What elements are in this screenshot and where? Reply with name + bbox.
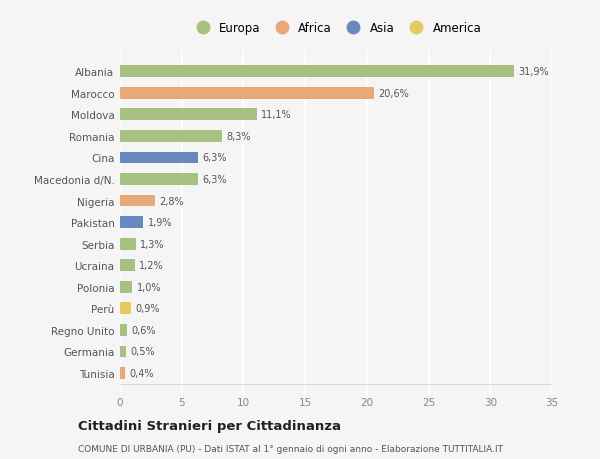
Bar [120,195,155,207]
Text: Cittadini Stranieri per Cittadinanza: Cittadini Stranieri per Cittadinanza [78,419,341,432]
Text: 1,9%: 1,9% [148,218,172,228]
Text: 0,9%: 0,9% [136,304,160,313]
Text: 0,5%: 0,5% [130,347,155,357]
Text: 31,9%: 31,9% [518,67,548,77]
Bar [120,324,127,336]
Bar [120,260,135,272]
Bar [120,238,136,250]
Text: COMUNE DI URBANIA (PU) - Dati ISTAT al 1° gennaio di ogni anno - Elaborazione TU: COMUNE DI URBANIA (PU) - Dati ISTAT al 1… [78,444,503,453]
Bar [120,174,198,185]
Legend: Europa, Africa, Asia, America: Europa, Africa, Asia, America [187,18,485,39]
Text: 0,6%: 0,6% [132,325,156,335]
Text: 2,8%: 2,8% [159,196,184,206]
Text: 20,6%: 20,6% [379,89,409,99]
Bar [120,66,514,78]
Bar [120,152,198,164]
Text: 1,3%: 1,3% [140,239,165,249]
Text: 0,4%: 0,4% [129,368,154,378]
Text: 1,0%: 1,0% [137,282,161,292]
Text: 6,3%: 6,3% [202,174,227,185]
Bar [120,281,133,293]
Text: 1,2%: 1,2% [139,261,164,271]
Bar [120,88,374,100]
Bar [120,131,223,142]
Bar [120,367,125,379]
Text: 8,3%: 8,3% [227,132,251,141]
Bar [120,109,257,121]
Bar [120,217,143,229]
Text: 11,1%: 11,1% [262,110,292,120]
Bar [120,303,131,314]
Text: 6,3%: 6,3% [202,153,227,163]
Bar [120,346,126,358]
